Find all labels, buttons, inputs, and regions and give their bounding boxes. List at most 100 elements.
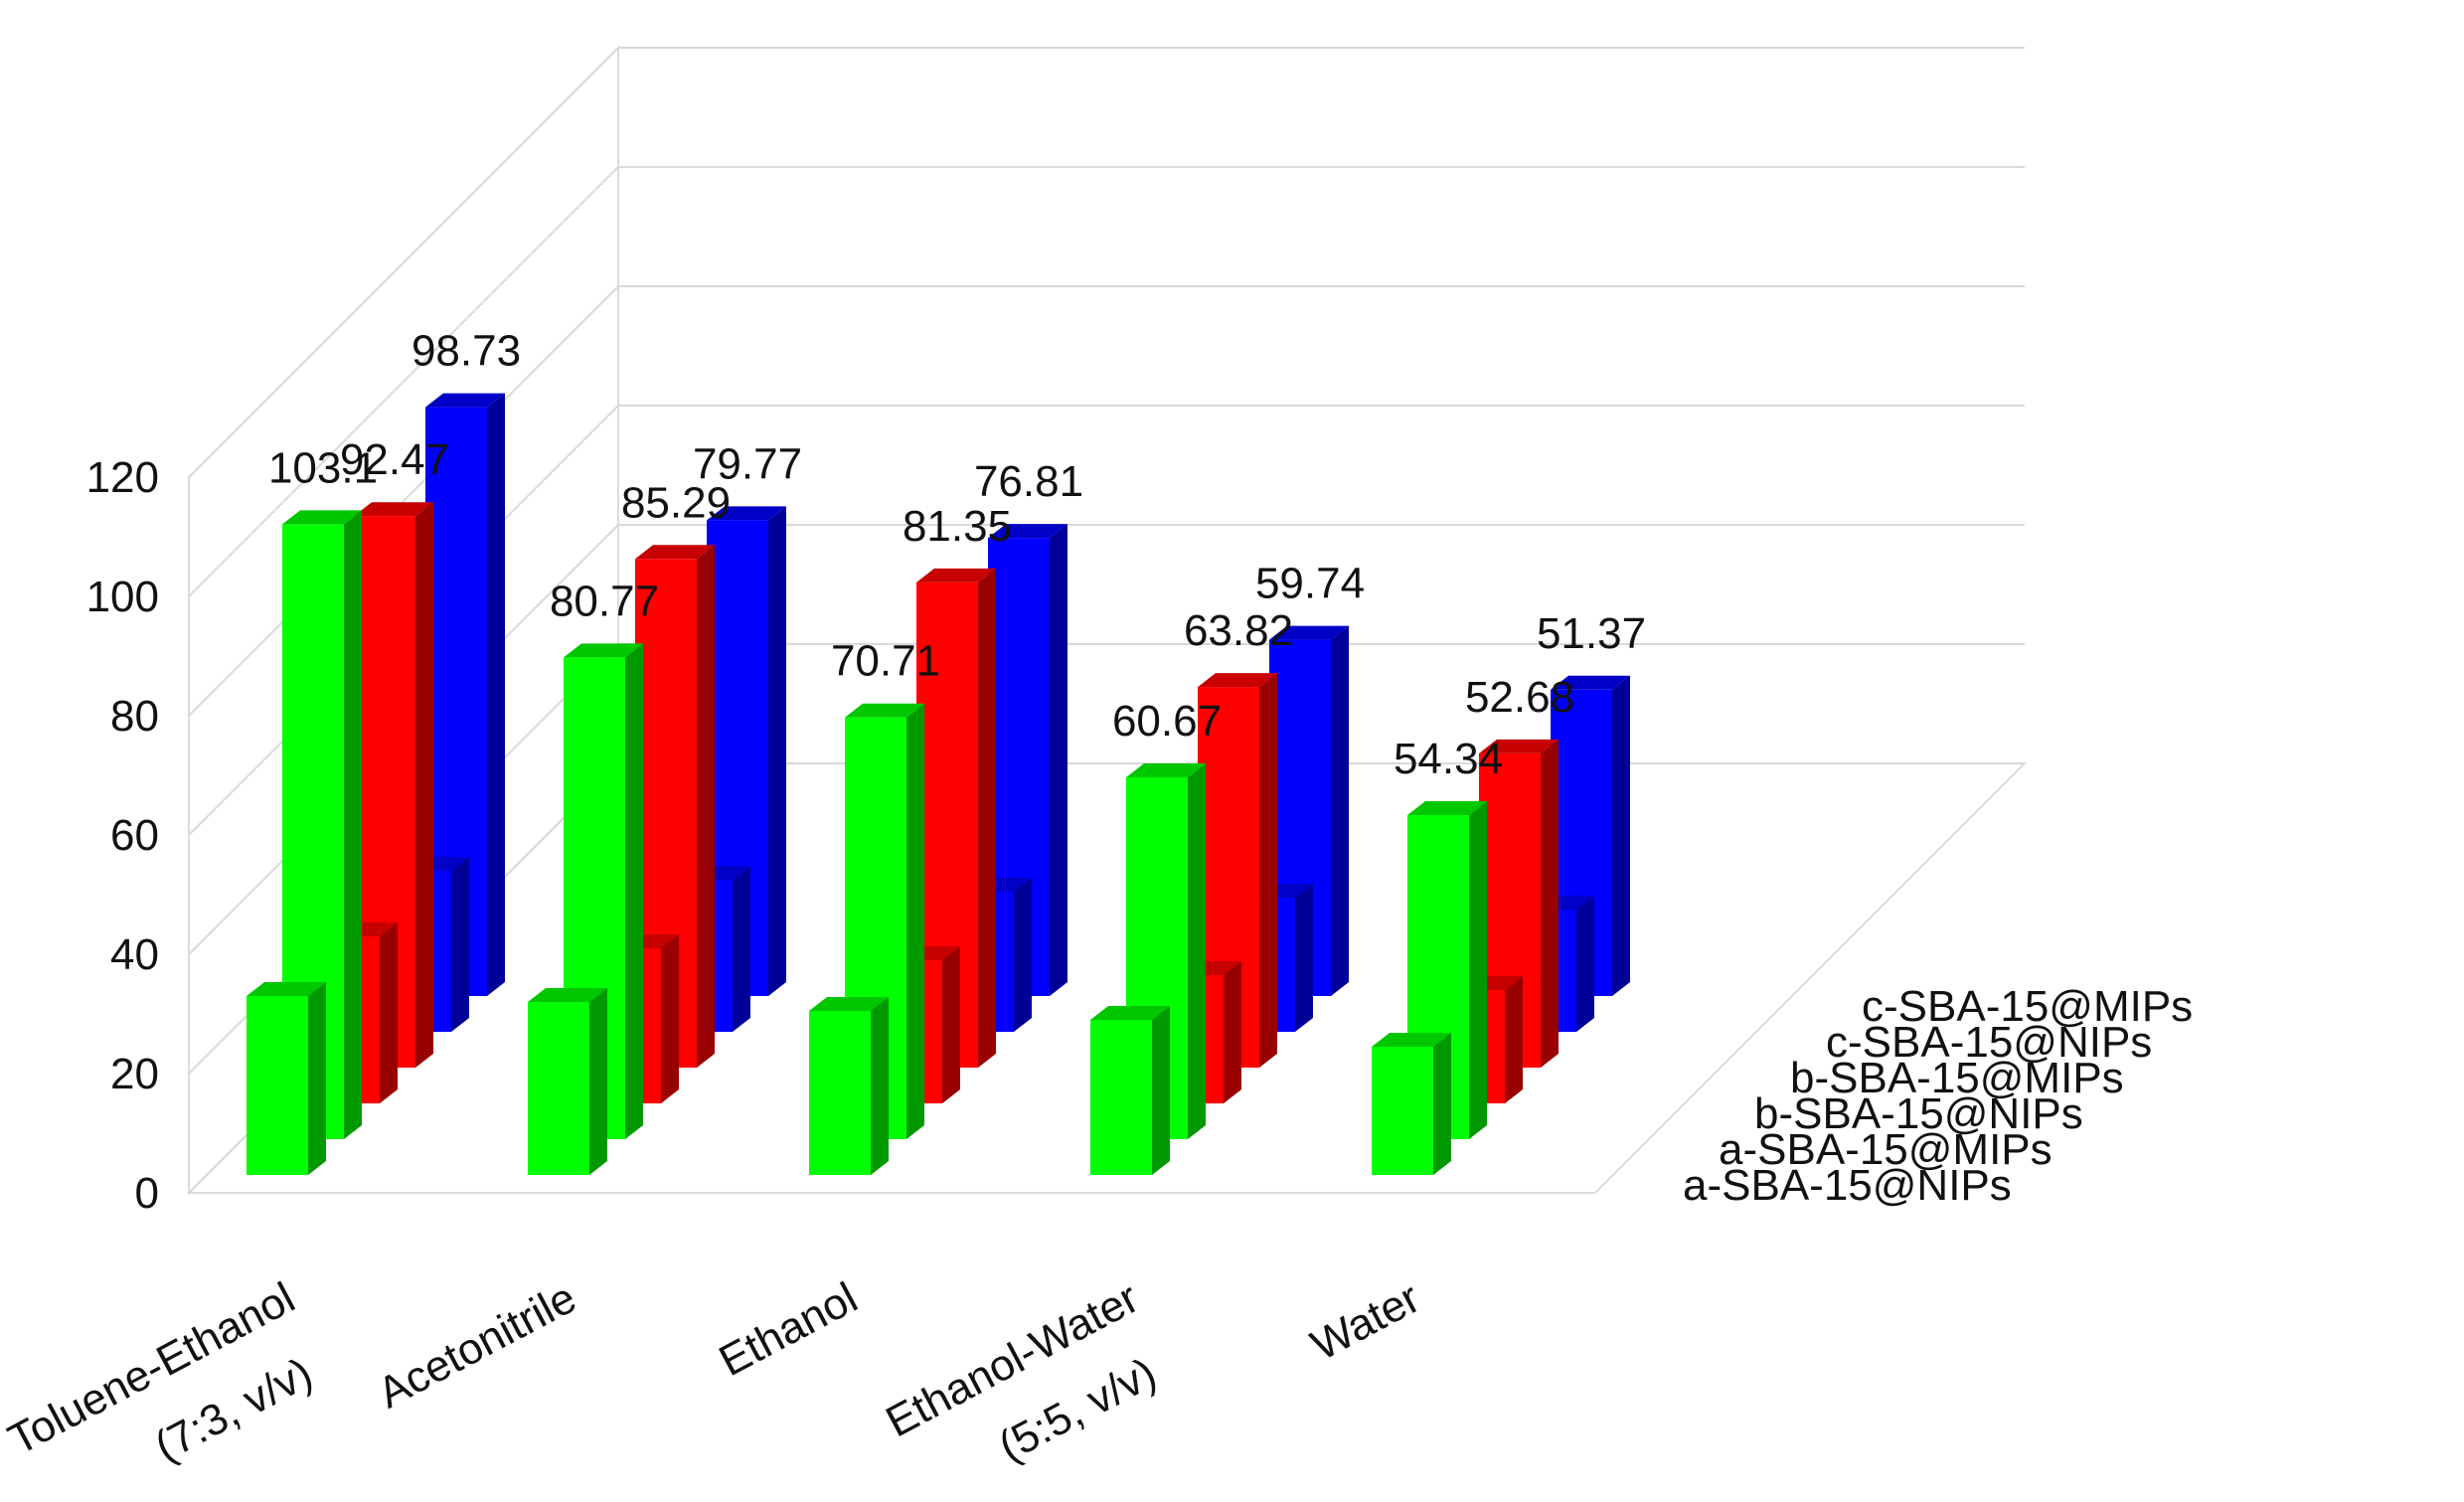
- data-label: 70.71: [831, 637, 940, 686]
- bar-top: [1126, 763, 1206, 777]
- bar-top: [1198, 673, 1277, 688]
- series-label: b-SBA-15@NIPs: [1754, 1089, 2083, 1138]
- bar-side: [589, 988, 607, 1175]
- bar-top: [809, 997, 889, 1011]
- bar-side: [1014, 878, 1032, 1032]
- bar: [246, 982, 326, 1175]
- data-label: 54.34: [1394, 735, 1503, 783]
- data-label: 81.35: [903, 502, 1012, 551]
- bar-front: [809, 1011, 871, 1175]
- data-label: 98.73: [411, 327, 521, 376]
- bar-top: [282, 510, 362, 525]
- data-labels: 98.73 79.77 76.81 59.74 51.37 92.47 85.29 81.35…: [268, 327, 1646, 783]
- bar-top: [1407, 801, 1487, 815]
- bar-side: [344, 510, 362, 1139]
- bar-side: [1541, 739, 1559, 1068]
- bar: [1372, 1033, 1451, 1175]
- y-tick-label: 20: [110, 1050, 159, 1098]
- gridline-left: [188, 166, 619, 597]
- bar-top: [988, 524, 1068, 539]
- data-label: 92.47: [340, 435, 449, 484]
- y-axis-ticks: 0 20 40 60 80 100 120: [86, 453, 159, 1218]
- bar-side: [1050, 524, 1068, 996]
- y-tick-label: 60: [110, 811, 159, 860]
- category-label: Toluene-Ethanol(7:3, v/v): [1, 1273, 320, 1471]
- bar-side: [1612, 675, 1630, 996]
- y-tick-label: 40: [110, 930, 159, 979]
- category-label: Water: [1303, 1273, 1427, 1371]
- bar-side: [768, 506, 786, 996]
- category-label: Ethanol: [712, 1273, 866, 1386]
- bar-side: [1505, 976, 1523, 1103]
- bar-top: [916, 568, 996, 583]
- series-label: c-SBA-15@NIPs: [1826, 1018, 2152, 1067]
- series-label: a-SBA-15@MIPs: [1719, 1125, 2053, 1174]
- category-label-line: Water: [1303, 1273, 1427, 1371]
- bar-side: [1576, 896, 1594, 1032]
- series-label: a-SBA-15@NIPs: [1683, 1161, 2012, 1210]
- bar-side: [661, 934, 679, 1103]
- category-label-line: Ethanol: [712, 1273, 866, 1386]
- bar-side: [1469, 801, 1487, 1139]
- data-label: 103.1: [268, 443, 378, 492]
- bar-side: [625, 643, 643, 1139]
- y-tick-label: 0: [135, 1169, 159, 1218]
- bar-top: [635, 545, 715, 560]
- bar-top: [1090, 1006, 1170, 1020]
- bar-side: [871, 997, 889, 1175]
- bar-front: [528, 1002, 589, 1175]
- series-label: c-SBA-15@MIPs: [1862, 982, 2193, 1031]
- data-label: 80.77: [550, 577, 659, 625]
- bars: [246, 393, 1630, 1175]
- bar-top: [425, 393, 505, 408]
- data-label: 76.81: [974, 457, 1083, 506]
- bar-top: [1551, 675, 1630, 690]
- gridline-left: [188, 285, 619, 717]
- bar-top: [707, 506, 786, 521]
- bar-top: [564, 643, 643, 658]
- bar-side: [733, 866, 750, 1032]
- bar-side: [697, 545, 715, 1068]
- data-label: 59.74: [1255, 560, 1365, 608]
- bar-side: [1331, 625, 1349, 996]
- bar-side: [1259, 673, 1277, 1068]
- data-label: 79.77: [693, 439, 802, 488]
- bar-side: [415, 502, 433, 1068]
- bar-front: [1372, 1047, 1433, 1175]
- bar: [528, 988, 607, 1175]
- bar-top: [354, 502, 433, 517]
- y-tick-label: 80: [110, 692, 159, 741]
- bar-side: [487, 393, 505, 997]
- category-label: Acetonitrile: [370, 1273, 583, 1418]
- gridline-left: [188, 47, 619, 478]
- bar-side: [1224, 961, 1241, 1103]
- y-tick-label: 100: [86, 573, 159, 621]
- series-label: b-SBA-15@MIPs: [1790, 1054, 2124, 1102]
- bar-side: [942, 946, 960, 1103]
- bar-side: [1433, 1033, 1451, 1175]
- data-label: 60.67: [1112, 697, 1222, 746]
- bar: [809, 997, 889, 1175]
- category-label: Ethanol-Water(5:5, v/v): [879, 1273, 1164, 1471]
- bar-top: [246, 982, 326, 996]
- bar-top: [1479, 739, 1559, 753]
- data-label: 63.82: [1184, 606, 1293, 655]
- bar-side: [308, 982, 326, 1175]
- category-label-line: Acetonitrile: [370, 1273, 583, 1418]
- x-axis-categories: Toluene-Ethanol(7:3, v/v) Acetonitrile Eth…: [1, 1273, 1428, 1471]
- y-tick-label: 120: [86, 453, 159, 502]
- bar-side: [1188, 763, 1206, 1139]
- bar-side: [1295, 884, 1313, 1032]
- bar-top: [528, 988, 607, 1002]
- bar-front: [1090, 1020, 1152, 1175]
- data-label: 52.68: [1465, 673, 1574, 722]
- bar-side: [906, 703, 924, 1139]
- bar-side: [1152, 1006, 1170, 1175]
- bar-front: [246, 996, 308, 1175]
- bar-side: [451, 857, 469, 1032]
- data-label: 51.37: [1537, 609, 1646, 658]
- bar-side: [380, 922, 398, 1103]
- bar-top: [1372, 1033, 1451, 1047]
- bar-top: [845, 703, 924, 718]
